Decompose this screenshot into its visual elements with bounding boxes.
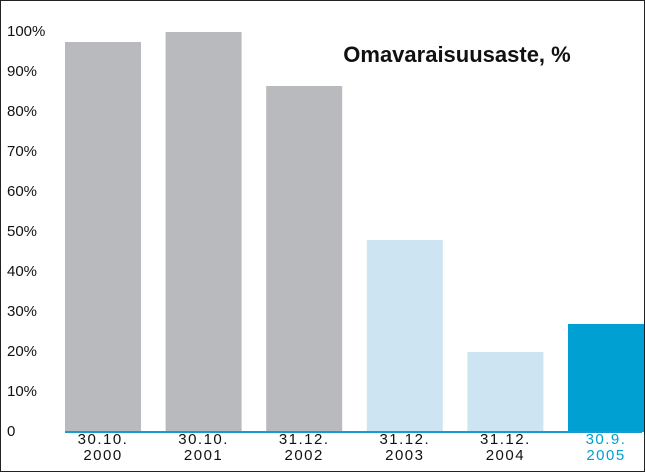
bar (568, 324, 644, 432)
y-tick-label: 70% (7, 143, 37, 160)
y-tick-label: 20% (7, 343, 37, 360)
x-tick-label: 31.12. 2002 (278, 431, 330, 464)
chart-title: Omavaraisuusaste, % (343, 42, 570, 67)
y-tick-label: 50% (7, 223, 37, 240)
y-tick-label: 60% (7, 183, 37, 200)
y-tick-label: 40% (7, 263, 37, 280)
bar (266, 86, 343, 432)
y-tick-label: 100% (7, 23, 45, 40)
x-tick-label: 30.10. 2000 (77, 431, 129, 464)
y-tick-label: 0 (7, 423, 15, 440)
bar (366, 240, 443, 432)
bar (467, 352, 544, 432)
x-tick-label: 30.9. 2005 (585, 431, 627, 464)
x-tick-label: 31.12. 2004 (480, 431, 531, 464)
bar (65, 42, 141, 432)
y-tick-label: 30% (7, 303, 37, 320)
y-tick-label: 80% (7, 103, 37, 120)
x-tick-label: 31.12. 2003 (379, 431, 431, 464)
bar (165, 32, 242, 432)
y-tick-label: 10% (7, 383, 37, 400)
x-tick-label: 30.10. 2001 (178, 431, 229, 464)
y-tick-label: 90% (7, 63, 37, 80)
